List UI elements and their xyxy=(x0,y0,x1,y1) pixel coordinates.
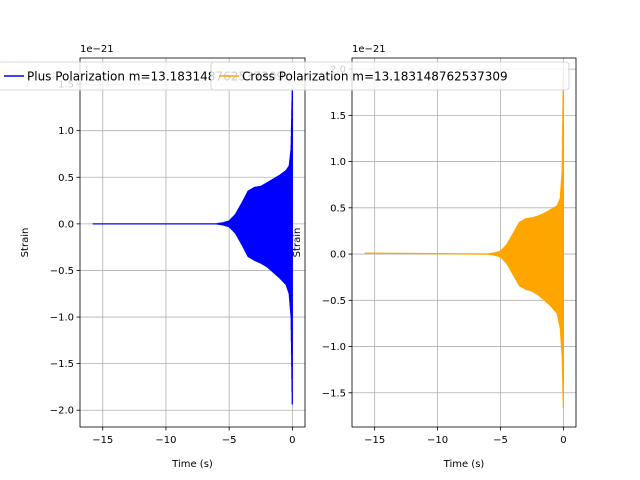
y-tick-label: 1.0 xyxy=(58,126,74,137)
y-axis-label: Strain xyxy=(20,228,31,258)
y-tick-label: −1.5 xyxy=(50,359,74,370)
x-axis-label: Time (s) xyxy=(171,459,213,470)
x-tick-label: −5 xyxy=(222,435,237,446)
y-tick-label: 1.5 xyxy=(330,111,346,122)
y-tick-label: −0.5 xyxy=(50,266,74,277)
x-axis-label: Time (s) xyxy=(443,459,485,470)
chart-2 xyxy=(348,57,577,431)
y-axis-label: Strain xyxy=(292,228,303,258)
legend-label: Cross Polarization m=13.183148762537309 xyxy=(242,70,508,84)
series-line xyxy=(364,69,565,409)
y-tick-label: −1.0 xyxy=(50,313,74,324)
x-tick-label: 0 xyxy=(560,435,566,446)
plot-frame xyxy=(79,57,306,428)
y-tick-label: −1.5 xyxy=(322,388,346,399)
y-tick-label: −2.0 xyxy=(50,406,74,417)
y-tick-label: 0.0 xyxy=(58,219,74,230)
x-tick-label: −10 xyxy=(427,435,448,446)
x-tick-label: 0 xyxy=(289,435,295,446)
y-tick-label: 1.0 xyxy=(330,157,346,168)
y-tick-label: 0.0 xyxy=(330,250,346,261)
chart-1 xyxy=(76,57,306,431)
y-tick-label: −1.0 xyxy=(322,342,346,353)
plot-frame xyxy=(351,57,577,428)
legend: Cross Polarization m=13.183148762537309 xyxy=(210,61,570,91)
y-tick-label: −0.5 xyxy=(322,296,346,307)
axis-offset-text: 1e−21 xyxy=(80,44,114,55)
series-line xyxy=(92,84,294,405)
y-tick-label: 0.5 xyxy=(330,203,346,214)
y-tick-label: 0.5 xyxy=(58,173,74,184)
x-tick-label: −15 xyxy=(92,435,113,446)
axis-offset-text: 1e−21 xyxy=(352,44,386,55)
legend-box xyxy=(210,61,570,91)
x-tick-label: −15 xyxy=(364,435,385,446)
x-tick-label: −5 xyxy=(493,435,508,446)
x-tick-label: −10 xyxy=(155,435,176,446)
